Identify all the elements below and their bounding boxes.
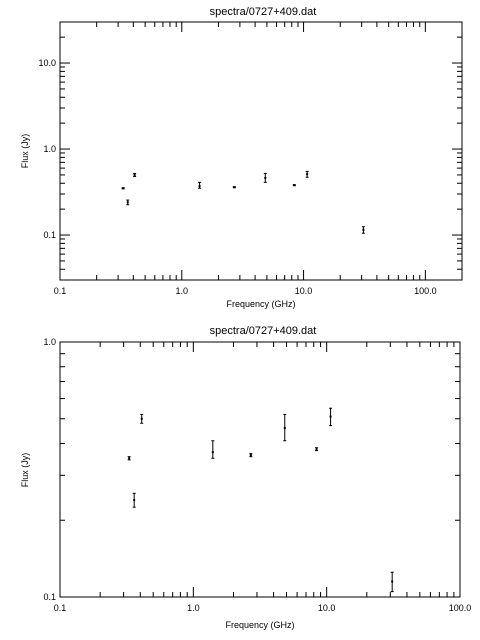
bottom-data-point bbox=[127, 456, 131, 461]
bottom-data-point bbox=[315, 447, 319, 452]
bottom-y-tick-label: 1.0 bbox=[43, 337, 56, 347]
top-data-point bbox=[133, 172, 137, 177]
top-point-marker bbox=[264, 177, 267, 180]
bottom-data-point bbox=[249, 453, 253, 458]
top-x-axis-label: Frequency (GHz) bbox=[226, 299, 295, 309]
top-point-marker bbox=[122, 187, 125, 190]
bottom-x-axis: 0.1 1.0 10.0 100.0 bbox=[54, 342, 472, 613]
top-point-marker bbox=[126, 201, 129, 204]
bottom-x-tick-label: 100.0 bbox=[449, 603, 472, 613]
bottom-point-marker bbox=[329, 415, 332, 418]
bottom-y-tick-label: 0.1 bbox=[43, 592, 56, 602]
top-point-marker bbox=[233, 186, 236, 189]
bottom-x-axis-label: Frequency (GHz) bbox=[225, 620, 294, 630]
top-data-point bbox=[126, 199, 130, 206]
top-y-tick-label: 1.0 bbox=[43, 144, 56, 154]
top-data-point bbox=[292, 184, 296, 187]
bottom-data-point bbox=[283, 413, 287, 442]
bottom-point-marker bbox=[249, 454, 252, 457]
top-data-point bbox=[263, 172, 267, 183]
top-x-axis: 0.1 1.0 10.0 100.0 bbox=[54, 22, 463, 296]
bottom-data-point bbox=[329, 407, 333, 427]
bottom-point-marker bbox=[140, 417, 143, 420]
top-point-marker bbox=[293, 184, 296, 187]
top-data-point bbox=[232, 186, 236, 189]
bottom-point-marker bbox=[283, 426, 286, 429]
top-plot-frame bbox=[59, 21, 463, 281]
bottom-data-points bbox=[127, 407, 394, 593]
bottom-x-tick-label: 1.0 bbox=[187, 603, 200, 613]
bottom-x-tick-label: 0.1 bbox=[54, 603, 67, 613]
top-data-points bbox=[121, 170, 365, 234]
top-chart-title: spectra/0727+409.dat bbox=[210, 6, 317, 18]
bottom-y-axis: 0.1 1.0 bbox=[43, 337, 460, 602]
top-data-point bbox=[305, 170, 309, 178]
bottom-plot-frame bbox=[59, 341, 461, 598]
top-point-marker bbox=[306, 173, 309, 176]
bottom-data-point bbox=[390, 571, 394, 593]
top-point-marker bbox=[133, 173, 136, 176]
top-x-tick-label: 100.0 bbox=[414, 286, 437, 296]
top-y-tick-label: 10.0 bbox=[38, 58, 56, 68]
bottom-data-point bbox=[140, 413, 144, 424]
top-data-point bbox=[198, 181, 202, 189]
top-x-tick-label: 10.0 bbox=[295, 286, 313, 296]
bottom-point-marker bbox=[211, 451, 214, 454]
top-point-marker bbox=[362, 228, 365, 231]
top-data-point bbox=[361, 226, 365, 234]
bottom-point-marker bbox=[315, 448, 318, 451]
bottom-panel: spectra/0727+409.dat 0.1 1.0 10.0 100.0 0.1… bbox=[20, 325, 471, 630]
bottom-data-point bbox=[211, 440, 215, 459]
bottom-x-tick-label: 10.0 bbox=[318, 603, 336, 613]
top-y-axis: 0.1 1.0 10.0 bbox=[38, 21, 462, 281]
bottom-y-axis-label: Flux (Jy) bbox=[20, 453, 30, 488]
top-data-point bbox=[121, 187, 125, 190]
top-x-tick-label: 0.1 bbox=[54, 286, 67, 296]
bottom-data-point bbox=[132, 492, 136, 508]
bottom-point-marker bbox=[128, 457, 131, 460]
top-panel: spectra/0727+409.dat 0.1 1.0 10.0 100.0 0.1… bbox=[20, 6, 463, 309]
top-point-marker bbox=[198, 185, 201, 188]
top-y-axis-label: Flux (Jy) bbox=[20, 134, 30, 169]
bottom-point-marker bbox=[391, 580, 394, 583]
top-y-tick-label: 0.1 bbox=[43, 230, 56, 240]
top-x-tick-label: 1.0 bbox=[176, 286, 189, 296]
bottom-chart-title: spectra/0727+409.dat bbox=[210, 325, 317, 337]
bottom-point-marker bbox=[133, 499, 136, 502]
